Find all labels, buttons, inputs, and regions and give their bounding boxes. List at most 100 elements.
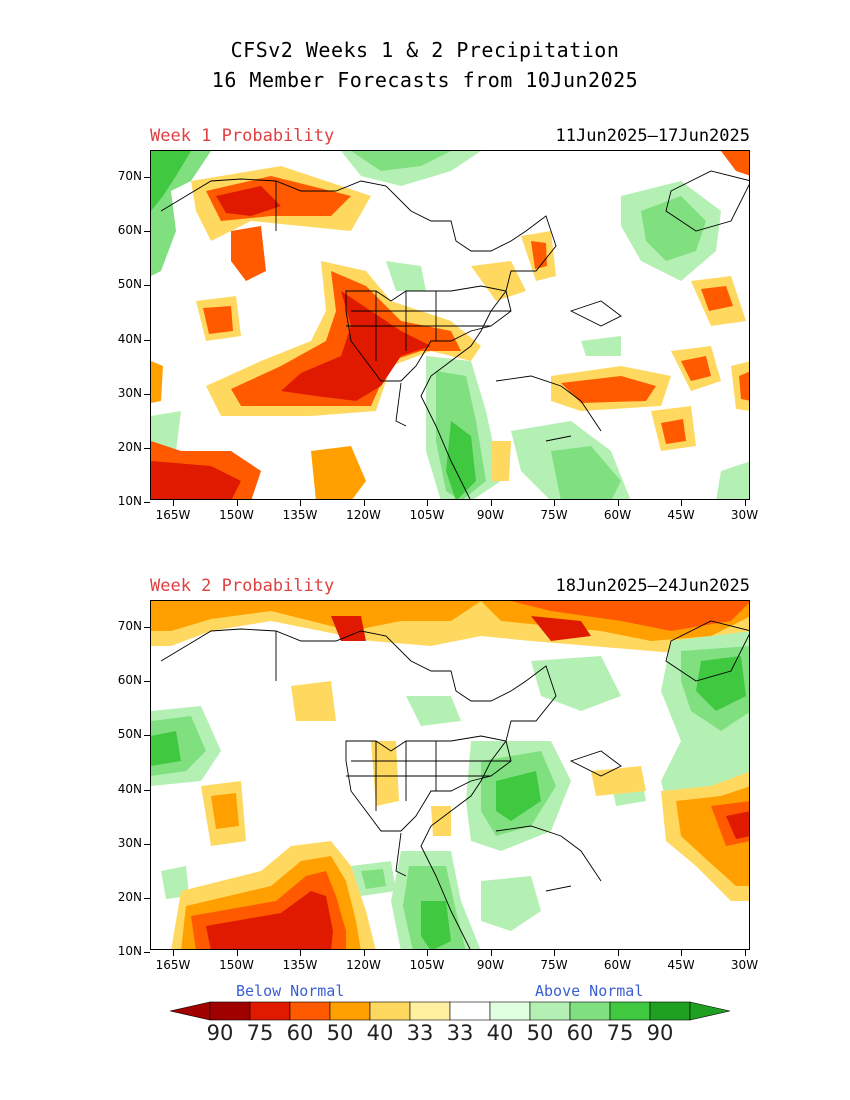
legend-swatch bbox=[289, 1001, 331, 1021]
legend-swatch bbox=[649, 1001, 691, 1021]
lon-label: 30W bbox=[730, 958, 759, 972]
week1-map-outlines bbox=[160, 170, 749, 499]
lon-tick bbox=[490, 950, 492, 956]
week1-date-range: 11Jun2025—17Jun2025 bbox=[555, 126, 750, 146]
lat-tick bbox=[144, 843, 150, 845]
legend-value: 33 bbox=[446, 1021, 474, 1045]
lon-label: 165W bbox=[155, 958, 191, 972]
lon-label: 75W bbox=[540, 958, 568, 972]
legend-value: 50 bbox=[526, 1021, 554, 1045]
legend-value: 60 bbox=[286, 1021, 314, 1045]
below-normal-label: Below Normal bbox=[236, 982, 345, 1000]
lon-tick bbox=[300, 950, 301, 956]
lat-tick bbox=[144, 231, 150, 233]
lat-label: 10N bbox=[117, 494, 142, 509]
lat-tick bbox=[144, 952, 150, 954]
legend-value: 60 bbox=[566, 1021, 594, 1045]
lon-label: 135W bbox=[282, 958, 318, 972]
week1-probability-field bbox=[151, 151, 749, 499]
lon-label: 105W bbox=[409, 508, 445, 522]
lat-label: 20N bbox=[117, 890, 142, 904]
lat-label: 60N bbox=[117, 223, 142, 238]
lon-tick bbox=[490, 500, 492, 506]
lon-tick bbox=[236, 500, 238, 506]
lon-label: 150W bbox=[219, 508, 254, 522]
lon-label: 30W bbox=[730, 508, 759, 522]
lon-tick bbox=[363, 950, 365, 956]
week2-probability-field bbox=[151, 601, 749, 949]
lon-tick bbox=[554, 950, 555, 956]
lon-label: 90W bbox=[476, 508, 505, 522]
lat-tick bbox=[144, 898, 150, 899]
lat-label: 20N bbox=[117, 440, 142, 454]
lon-tick bbox=[427, 950, 428, 956]
lon-tick bbox=[300, 500, 301, 506]
lon-label: 150W bbox=[219, 958, 254, 972]
lon-label: 60W bbox=[603, 508, 632, 522]
lat-label: 30N bbox=[117, 835, 142, 850]
lon-tick bbox=[173, 950, 174, 956]
lat-tick bbox=[144, 448, 150, 449]
figure-title-line1: CFSv2 Weeks 1 & 2 Precipitation bbox=[230, 38, 620, 62]
legend-arrow-high bbox=[689, 1001, 730, 1021]
figure-title-line2: 16 Member Forecasts from 10Jun2025 bbox=[211, 68, 639, 92]
lon-tick bbox=[681, 950, 682, 956]
legend-swatch bbox=[369, 1001, 411, 1021]
lat-tick bbox=[144, 789, 150, 791]
lat-label: 60N bbox=[117, 673, 142, 688]
lat-label: 10N bbox=[117, 944, 142, 959]
legend-value: 40 bbox=[486, 1021, 514, 1045]
lon-tick bbox=[681, 500, 682, 506]
lon-label: 60W bbox=[603, 958, 632, 972]
legend-swatch bbox=[209, 1001, 251, 1021]
lat-tick bbox=[144, 627, 150, 628]
lon-tick bbox=[617, 950, 619, 956]
legend-swatch bbox=[449, 1001, 491, 1021]
lat-tick bbox=[144, 177, 150, 178]
lon-tick bbox=[744, 950, 746, 956]
legend-value: 50 bbox=[326, 1021, 354, 1045]
lon-label: 165W bbox=[155, 508, 191, 522]
legend-swatch bbox=[249, 1001, 291, 1021]
lon-tick bbox=[744, 500, 746, 506]
week2-probability-label: Week 2 Probability bbox=[150, 576, 335, 596]
lat-tick bbox=[144, 735, 150, 737]
lon-label: 105W bbox=[409, 958, 445, 972]
lat-tick bbox=[144, 339, 150, 341]
legend-value: 40 bbox=[366, 1021, 394, 1045]
lat-tick bbox=[144, 502, 150, 504]
lon-label: 45W bbox=[667, 508, 695, 522]
lon-label: 75W bbox=[540, 508, 568, 522]
legend-swatch bbox=[409, 1001, 451, 1021]
above-normal-label: Above Normal bbox=[535, 982, 644, 1000]
legend-value: 75 bbox=[606, 1021, 634, 1045]
lon-tick bbox=[236, 950, 238, 956]
lon-label: 135W bbox=[282, 508, 318, 522]
legend-value: 33 bbox=[406, 1021, 434, 1045]
lat-label: 70N bbox=[117, 619, 142, 633]
lat-tick bbox=[144, 393, 150, 395]
lon-label: 120W bbox=[346, 958, 381, 972]
lat-label: 30N bbox=[117, 385, 142, 400]
lon-label: 45W bbox=[667, 958, 695, 972]
legend-swatch bbox=[609, 1001, 651, 1021]
legend-value: 90 bbox=[206, 1021, 234, 1045]
legend-value: 75 bbox=[246, 1021, 274, 1045]
lon-tick bbox=[554, 500, 555, 506]
lon-tick bbox=[363, 500, 365, 506]
legend-swatch bbox=[569, 1001, 611, 1021]
week2-forecast-map bbox=[150, 600, 750, 950]
lat-label: 70N bbox=[117, 169, 142, 183]
lon-label: 90W bbox=[476, 958, 505, 972]
legend-value: 90 bbox=[646, 1021, 674, 1045]
lat-tick bbox=[144, 681, 150, 683]
week2-map-outlines bbox=[160, 620, 749, 949]
week1-forecast-map bbox=[150, 150, 750, 500]
lat-label: 50N bbox=[117, 277, 142, 292]
lon-tick bbox=[617, 500, 619, 506]
lat-label: 50N bbox=[117, 727, 142, 742]
lon-label: 120W bbox=[346, 508, 381, 522]
lat-tick bbox=[144, 285, 150, 287]
legend-arrow-low bbox=[170, 1001, 211, 1021]
week2-date-range: 18Jun2025—24Jun2025 bbox=[555, 576, 750, 596]
